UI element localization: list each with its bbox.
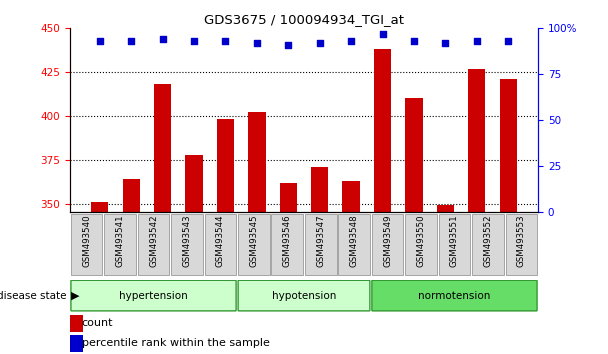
- FancyBboxPatch shape: [339, 214, 370, 275]
- Text: percentile rank within the sample: percentile rank within the sample: [81, 338, 269, 348]
- Text: GSM493544: GSM493544: [216, 214, 225, 267]
- Bar: [280, 183, 297, 212]
- FancyBboxPatch shape: [372, 280, 537, 311]
- Text: GSM493548: GSM493548: [350, 214, 359, 267]
- Text: GSM493546: GSM493546: [283, 214, 292, 267]
- FancyBboxPatch shape: [305, 214, 336, 275]
- Point: [189, 38, 199, 44]
- Bar: [70, 335, 83, 352]
- FancyBboxPatch shape: [472, 214, 503, 275]
- FancyBboxPatch shape: [406, 214, 437, 275]
- Bar: [437, 205, 454, 212]
- Text: GSM493547: GSM493547: [316, 214, 325, 267]
- Bar: [500, 79, 517, 212]
- Point: [315, 40, 325, 46]
- Text: GSM493552: GSM493552: [483, 214, 492, 267]
- Text: count: count: [81, 318, 113, 329]
- Bar: [248, 113, 266, 212]
- Bar: [154, 84, 171, 212]
- FancyBboxPatch shape: [71, 280, 236, 311]
- Bar: [311, 167, 328, 212]
- Text: GSM493549: GSM493549: [383, 214, 392, 267]
- Text: GSM493550: GSM493550: [416, 214, 426, 267]
- Text: GSM493541: GSM493541: [116, 214, 125, 267]
- Point: [158, 36, 168, 42]
- Bar: [217, 120, 234, 212]
- Point: [346, 38, 356, 44]
- FancyBboxPatch shape: [372, 214, 403, 275]
- Point: [409, 38, 419, 44]
- FancyBboxPatch shape: [238, 280, 370, 311]
- Point: [126, 38, 136, 44]
- Text: hypertension: hypertension: [119, 291, 188, 301]
- Point: [221, 38, 230, 44]
- Point: [440, 40, 450, 46]
- Bar: [406, 98, 423, 212]
- Bar: [342, 181, 360, 212]
- Text: GSM493545: GSM493545: [249, 214, 258, 267]
- Point: [95, 38, 105, 44]
- FancyBboxPatch shape: [171, 214, 202, 275]
- Bar: [70, 315, 83, 332]
- FancyBboxPatch shape: [138, 214, 169, 275]
- Text: hypotension: hypotension: [272, 291, 336, 301]
- Bar: [468, 69, 485, 212]
- FancyBboxPatch shape: [238, 214, 269, 275]
- Bar: [123, 179, 140, 212]
- Text: GSM493551: GSM493551: [450, 214, 459, 267]
- Text: disease state: disease state: [0, 291, 67, 301]
- Point: [472, 38, 482, 44]
- Point: [283, 42, 293, 48]
- FancyBboxPatch shape: [506, 214, 537, 275]
- FancyBboxPatch shape: [71, 214, 102, 275]
- FancyBboxPatch shape: [272, 214, 303, 275]
- Point: [378, 31, 387, 37]
- Title: GDS3675 / 100094934_TGI_at: GDS3675 / 100094934_TGI_at: [204, 13, 404, 26]
- Point: [503, 38, 513, 44]
- Text: ▶: ▶: [71, 291, 80, 301]
- Bar: [374, 49, 391, 212]
- Bar: [185, 155, 202, 212]
- Point: [252, 40, 262, 46]
- Text: GSM493543: GSM493543: [182, 214, 192, 267]
- Text: GSM493553: GSM493553: [517, 214, 526, 267]
- Text: normotension: normotension: [418, 291, 491, 301]
- Bar: [91, 202, 108, 212]
- Text: GSM493540: GSM493540: [82, 214, 91, 267]
- FancyBboxPatch shape: [205, 214, 236, 275]
- Text: GSM493542: GSM493542: [149, 214, 158, 267]
- FancyBboxPatch shape: [105, 214, 136, 275]
- FancyBboxPatch shape: [439, 214, 470, 275]
